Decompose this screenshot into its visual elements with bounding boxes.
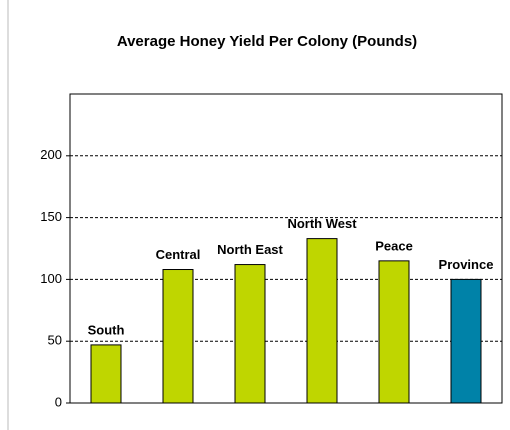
y-tick-label: 150 [40, 209, 62, 224]
y-tick-label: 50 [48, 333, 62, 348]
bar [378, 260, 410, 404]
y-tick-label: 200 [40, 147, 62, 162]
category-label: North West [287, 216, 357, 231]
chart-title: Average Honey Yield Per Colony (Pounds) [117, 33, 417, 50]
category-label: South [88, 322, 125, 337]
bar [234, 264, 266, 404]
bar [450, 278, 482, 404]
bar [162, 269, 194, 404]
category-label: Peace [375, 238, 413, 253]
category-label: Central [156, 247, 201, 262]
plot-border [69, 93, 503, 404]
bar [306, 238, 338, 404]
category-label: North East [217, 242, 283, 257]
bar [90, 344, 122, 404]
category-label: Province [439, 257, 494, 272]
y-tick-label: 100 [40, 271, 62, 286]
y-tick-label: 0 [55, 394, 62, 409]
